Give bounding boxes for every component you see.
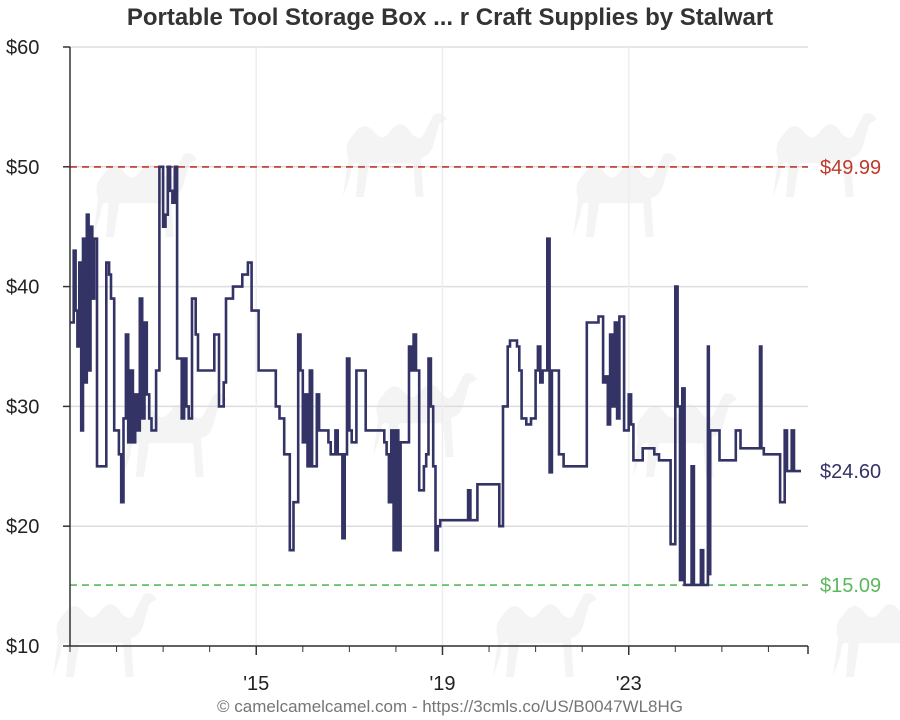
x-tick-label: '23 [616, 673, 642, 695]
series [70, 165, 801, 587]
camel-watermark-icon [93, 153, 197, 237]
grid [70, 46, 808, 647]
camel-watermark-icon [773, 113, 877, 197]
camel-watermark-icon [573, 153, 677, 237]
camel-watermark-icon [53, 593, 157, 677]
chart-title: Portable Tool Storage Box ... r Craft Su… [126, 4, 774, 31]
current-price-label: $24.60 [820, 461, 881, 483]
price-series-line [70, 165, 801, 587]
camel-watermark-icon [53, 113, 900, 677]
x-tick-label: '15 [243, 673, 269, 695]
camel-watermark-icon [493, 593, 597, 677]
y-tick-label: $60 [6, 37, 39, 59]
highest-price-label: $49.99 [820, 157, 881, 179]
y-tick-label: $20 [6, 516, 39, 538]
lowest-price-label: $15.09 [820, 575, 881, 597]
camel-watermark-icon [343, 113, 447, 197]
camel-watermark-icon [832, 604, 900, 677]
tick-labels: $10 $20 $30 $40 $50 $60 '15 '19 '23 $49.99 $15.09 $… [6, 37, 881, 695]
y-tick-label: $50 [6, 157, 39, 179]
axes [63, 46, 809, 655]
attribution-footer: © camelcamelcamel.com - https://3cmls.co… [216, 697, 683, 716]
x-tick-label: '19 [429, 673, 455, 695]
camel-watermark-icon [373, 373, 477, 457]
y-tick-label: $10 [6, 636, 39, 658]
y-tick-label: $30 [6, 396, 39, 418]
y-tick-label: $40 [6, 277, 39, 299]
